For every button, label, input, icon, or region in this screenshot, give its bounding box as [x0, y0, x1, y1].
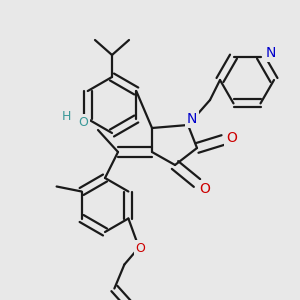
- Text: O: O: [226, 131, 237, 145]
- Text: H: H: [61, 110, 71, 122]
- Text: O: O: [135, 242, 145, 255]
- Text: O: O: [78, 116, 88, 128]
- Text: N: N: [187, 112, 197, 126]
- Text: O: O: [200, 182, 210, 196]
- Text: N: N: [265, 46, 276, 60]
